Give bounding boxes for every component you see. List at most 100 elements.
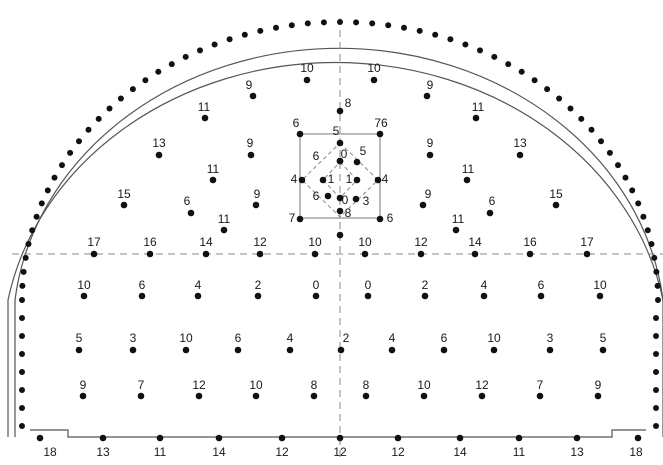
contour-hole-dot	[651, 254, 658, 261]
row4-hole: 12	[192, 378, 206, 400]
floor-hole: 18	[629, 434, 643, 459]
hole-p0a: 0	[336, 147, 348, 165]
blast-hole-dot	[515, 434, 523, 442]
row2-hole: 2	[255, 278, 262, 300]
delay-label: 14	[199, 235, 213, 249]
blast-hole-dot	[324, 192, 332, 200]
contour-hole-dot	[226, 36, 233, 43]
blast-hole-dot	[311, 250, 319, 258]
hole-p1a: 1	[319, 172, 335, 186]
contour-hole-dot	[588, 126, 595, 133]
hole-p76: 76	[374, 116, 388, 138]
delay-label: 11	[452, 212, 465, 226]
blast-hole-dot	[298, 176, 306, 184]
delay-label: 0	[313, 278, 320, 292]
delay-label: 2	[422, 278, 429, 292]
hole-p3: 3	[352, 194, 370, 208]
sidewall-hole-dot	[653, 405, 659, 411]
delay-label: 3	[130, 331, 137, 345]
sidewall-hole-dot	[19, 315, 25, 321]
delay-label: 6	[313, 189, 320, 203]
blast-hole-dot	[99, 434, 107, 442]
blast-hole-dot	[516, 151, 524, 159]
delay-label: 5	[360, 144, 367, 158]
blast-hole-dot	[249, 92, 257, 100]
contour-hole-dot	[477, 47, 483, 54]
delay-label: 17	[87, 235, 101, 249]
contour-hole-dot	[304, 20, 311, 27]
contour-hole-dot	[19, 282, 26, 289]
hole-p5b: 5	[353, 144, 367, 166]
contour-hole-dot	[505, 61, 512, 68]
delay-label: 6	[387, 211, 394, 225]
contour-hole-dot	[337, 19, 343, 25]
blast-hole-dot	[486, 209, 494, 217]
blast-hole-dot	[209, 176, 217, 184]
contour-hole-dot	[644, 227, 651, 234]
blast-hole-dot	[456, 434, 464, 442]
row4-hole: 8	[363, 378, 370, 400]
hole-u19: 11	[218, 212, 231, 234]
delay-label: 8	[345, 206, 352, 220]
delay-label: 12	[333, 445, 347, 459]
floor-hole: 14	[212, 434, 226, 459]
row1-hole: 16	[523, 235, 537, 258]
blast-hole-dot	[370, 76, 378, 84]
blast-hole-dot	[247, 151, 255, 159]
delay-label: 76	[374, 116, 388, 130]
delay-label: 7	[537, 378, 544, 392]
delay-label: 18	[629, 445, 643, 459]
row3-hole: 3	[547, 331, 554, 354]
row3-hole: 4	[287, 331, 294, 354]
blast-hole-dot	[573, 434, 581, 442]
inner-contour	[14, 47, 663, 437]
blast-hole-dot	[337, 346, 345, 354]
delay-label: 11	[218, 212, 231, 226]
delay-label: 11	[207, 162, 220, 176]
blast-hole-dot	[80, 292, 88, 300]
contour-hole-dot	[182, 53, 189, 60]
contour-hole-dot	[401, 24, 407, 31]
blast-hole-dot	[220, 226, 228, 234]
row2-hole: 0	[365, 278, 372, 300]
delay-label: 12	[192, 378, 206, 392]
hole-u9: 9	[427, 136, 434, 159]
floor-hole: 13	[96, 434, 110, 459]
contour-hole-dot	[578, 115, 585, 122]
contour-hole-dot	[257, 27, 264, 34]
delay-label: 13	[96, 445, 110, 459]
hole-u14: 6	[184, 194, 195, 217]
contour-hole-dot	[67, 149, 74, 156]
delay-label: 9	[425, 187, 432, 201]
delay-label: 12	[475, 378, 489, 392]
sidewall-hole-dot	[653, 387, 659, 393]
contour-hole-dot	[385, 22, 392, 29]
delay-label: 17	[580, 235, 594, 249]
row1-hole: 16	[143, 235, 157, 258]
delay-label: 4	[287, 331, 294, 345]
row3-hole: 3	[130, 331, 137, 354]
row3-hole: 5	[76, 331, 83, 354]
blast-hole-dot	[594, 392, 602, 400]
blast-hole-dot	[420, 392, 428, 400]
blast-hole-dot	[336, 157, 344, 165]
contour-hole-dot	[59, 162, 65, 169]
blast-hole-dot	[376, 215, 384, 223]
row1-hole: 10	[358, 235, 372, 258]
blast-hole-dot	[526, 250, 534, 258]
delay-label: 12	[253, 235, 267, 249]
blast-hole-dot	[394, 434, 402, 442]
contour-hole-dot	[615, 162, 621, 169]
sidewall-hole-dot	[653, 315, 659, 321]
delay-label: 1	[346, 172, 353, 186]
row3-hole: 2	[337, 331, 350, 354]
hole-u15: 9	[252, 187, 261, 209]
delay-label: 9	[80, 378, 87, 392]
contour-hole-dot	[33, 213, 40, 220]
delay-label: 4	[389, 331, 396, 345]
delay-label: 0	[342, 193, 349, 207]
hole-u5: 11	[198, 100, 211, 122]
delay-label: 10	[179, 331, 193, 345]
